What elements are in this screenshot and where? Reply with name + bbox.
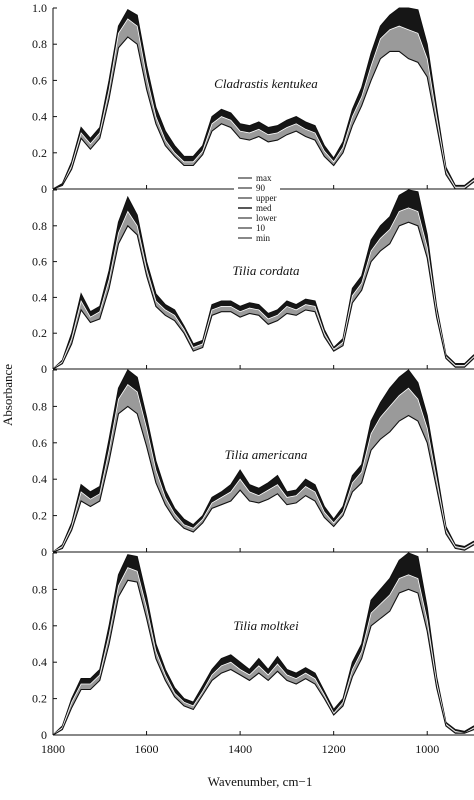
envelope-band [53, 8, 474, 189]
series-line-2 [52, 384, 474, 553]
y-tick-label: 0.2 [32, 509, 47, 523]
series-line-1 [52, 369, 474, 553]
panel-title: Tilia cordata [232, 263, 300, 278]
legend-entry: lower [256, 213, 277, 223]
y-tick-label: 0.2 [32, 146, 47, 160]
x-axis-title: Wavenumber, cm−1 [208, 774, 313, 789]
panel-2: 0 0.2 0.4 0.6 0.8 Tilia cordata [32, 189, 474, 376]
legend-entry: 10 [256, 223, 266, 233]
x-tick-label: 1800 [41, 742, 65, 756]
y-tick-label: 0.8 [32, 219, 47, 233]
y-tick-label: 0.2 [32, 326, 47, 340]
y-tick-label: 0 [41, 728, 47, 742]
series-line-3 [52, 405, 474, 553]
y-tick-label: 0.8 [32, 37, 47, 51]
y-tick-label: 0.6 [32, 73, 47, 87]
legend-entry: min [256, 233, 271, 243]
legend-entry: upper [256, 193, 277, 203]
panel-3: 0 0.2 0.4 0.6 0.8 Tilia americana [32, 369, 474, 559]
y-axis-title: Absorbance [0, 364, 15, 426]
y-tick-label: 0.4 [32, 472, 47, 486]
series-line-3 [52, 221, 474, 370]
series-line-1 [52, 552, 474, 736]
series-line-2 [52, 18, 474, 190]
series-line-2 [52, 207, 474, 370]
y-tick-label: 0.6 [32, 436, 47, 450]
panel-1: 0 0.2 0.4 0.6 0.8 1.0 Cladrastis kentukea [32, 1, 474, 196]
series-line-3 [52, 579, 474, 736]
legend-entry: med [256, 203, 272, 213]
series-line-2 [52, 567, 474, 736]
x-tick-label: 1400 [228, 742, 252, 756]
envelope-band [53, 553, 474, 735]
panel-4: 0 0.2 0.4 0.6 0.8 Tilia moltkei [32, 552, 474, 742]
y-tick-label: 0.8 [32, 582, 47, 596]
y-tick-label: 0.4 [32, 655, 47, 669]
y-tick-label: 0.6 [32, 255, 47, 269]
legend-entry: max [256, 173, 272, 183]
panel-title: Cladrastis kentukea [214, 76, 318, 91]
legend-entry: 90 [256, 183, 266, 193]
x-tick-label: 1000 [415, 742, 439, 756]
y-tick-label: 0 [41, 182, 47, 196]
y-tick-label: 0.2 [32, 692, 47, 706]
x-tick-label: 1200 [322, 742, 346, 756]
y-tick-label: 0 [41, 545, 47, 559]
series-line-1 [52, 7, 474, 190]
y-tick-label: 1.0 [32, 1, 47, 15]
x-axis: 1800 1600 1400 1200 1000 [41, 742, 439, 756]
y-tick-label: 0.4 [32, 290, 47, 304]
x-tick-label: 1600 [135, 742, 159, 756]
series-line-1 [52, 189, 474, 370]
panel-title: Tilia americana [225, 447, 308, 462]
series-line-3 [52, 36, 474, 190]
panel-title: Tilia moltkei [233, 618, 299, 633]
y-tick-label: 0.6 [32, 619, 47, 633]
y-tick-label: 0 [41, 362, 47, 376]
y-tick-label: 0.8 [32, 399, 47, 413]
y-tick-label: 0.4 [32, 110, 47, 124]
